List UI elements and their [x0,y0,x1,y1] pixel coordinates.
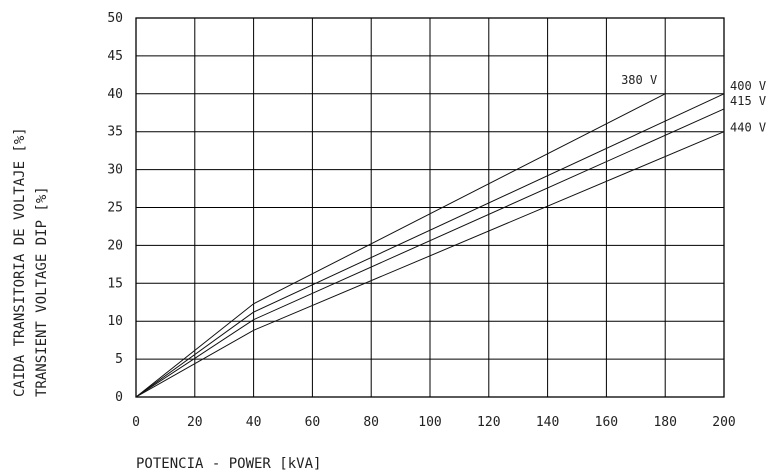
y-tick-label: 45 [107,49,123,64]
x-tick-label: 120 [477,415,500,430]
y-axis-ticks: 0 5 10 15 20 25 30 35 40 45 50 [107,11,123,405]
x-axis-title: POTENCIA - POWER [kVA] [136,456,321,472]
y-axis-title-es: CAIDA TRANSITORIA DE VOLTAJE [%] [12,127,28,397]
x-tick-label: 140 [536,415,559,430]
series-label: 440 V [730,121,766,135]
y-tick-label: 20 [107,238,123,253]
y-tick-label: 25 [107,201,123,216]
x-tick-label: 180 [653,415,676,430]
y-tick-label: 35 [107,125,123,140]
plot-frame [135,17,725,398]
y-tick-label: 10 [107,314,123,329]
y-tick-label: 30 [107,163,123,178]
series-line-400v [135,93,725,398]
series-line-440v [135,131,725,398]
x-tick-label: 60 [305,415,321,430]
x-tick-label: 0 [132,415,140,430]
x-axis-ticks: 0 20 40 60 80 100 120 140 160 180 200 [132,415,736,430]
x-tick-label: 80 [363,415,379,430]
series-group [135,93,725,398]
y-tick-label: 15 [107,276,123,291]
series-line-415v [135,108,725,398]
series-label: 380 V [621,73,657,87]
x-tick-label: 100 [418,415,441,430]
y-tick-label: 50 [107,11,123,26]
series-line-380v [135,93,666,398]
series-label: 400 V [730,79,766,93]
grid [135,17,725,398]
series-label: 415 V [730,94,766,108]
x-tick-label: 160 [595,415,618,430]
x-tick-label: 20 [187,415,203,430]
x-tick-label: 200 [712,415,735,430]
y-tick-label: 5 [115,352,123,367]
y-tick-label: 40 [107,87,123,102]
y-axis-title-en: TRANSIENT VOLTAGE DIP [%] [34,186,50,397]
x-tick-label: 40 [246,415,262,430]
y-tick-label: 0 [115,390,123,405]
